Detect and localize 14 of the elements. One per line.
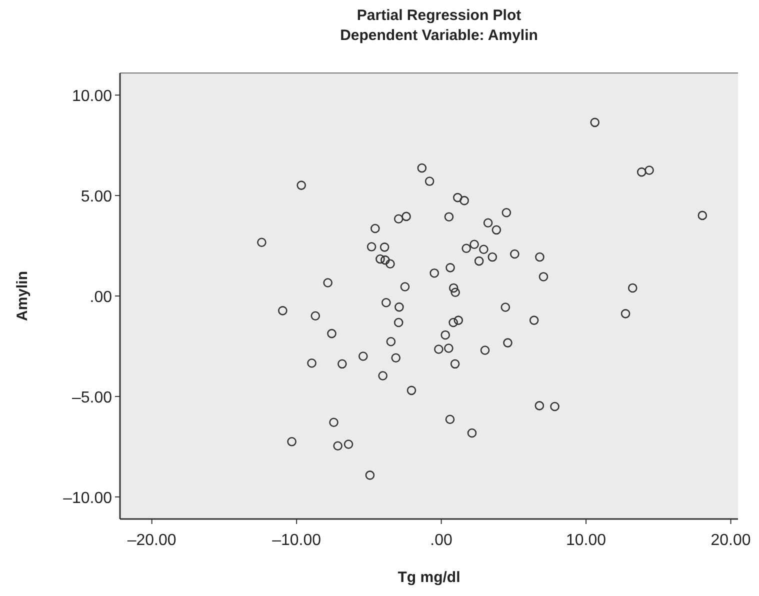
y-tick-label: 5.00 bbox=[80, 188, 112, 206]
x-axis-title: Tg mg/dl bbox=[398, 569, 460, 586]
x-tick-label: 10.00 bbox=[566, 532, 606, 549]
x-tick-label: 20.00 bbox=[710, 532, 751, 549]
x-tick-label: –10.00 bbox=[272, 532, 322, 549]
x-tick-label: –20.00 bbox=[127, 532, 176, 549]
y-tick-label: –5.00 bbox=[72, 389, 112, 406]
chart-subtitle: Dependent Variable: Amylin bbox=[340, 27, 538, 44]
y-tick-label: 10.00 bbox=[72, 88, 112, 106]
y-tick-label: .00 bbox=[90, 289, 112, 306]
y-tick-label: –10.00 bbox=[63, 490, 112, 507]
y-axis-title: Amylin bbox=[14, 270, 31, 322]
x-tick-label: .00 bbox=[430, 532, 453, 549]
chart-title: Partial Regression Plot bbox=[356, 7, 522, 24]
